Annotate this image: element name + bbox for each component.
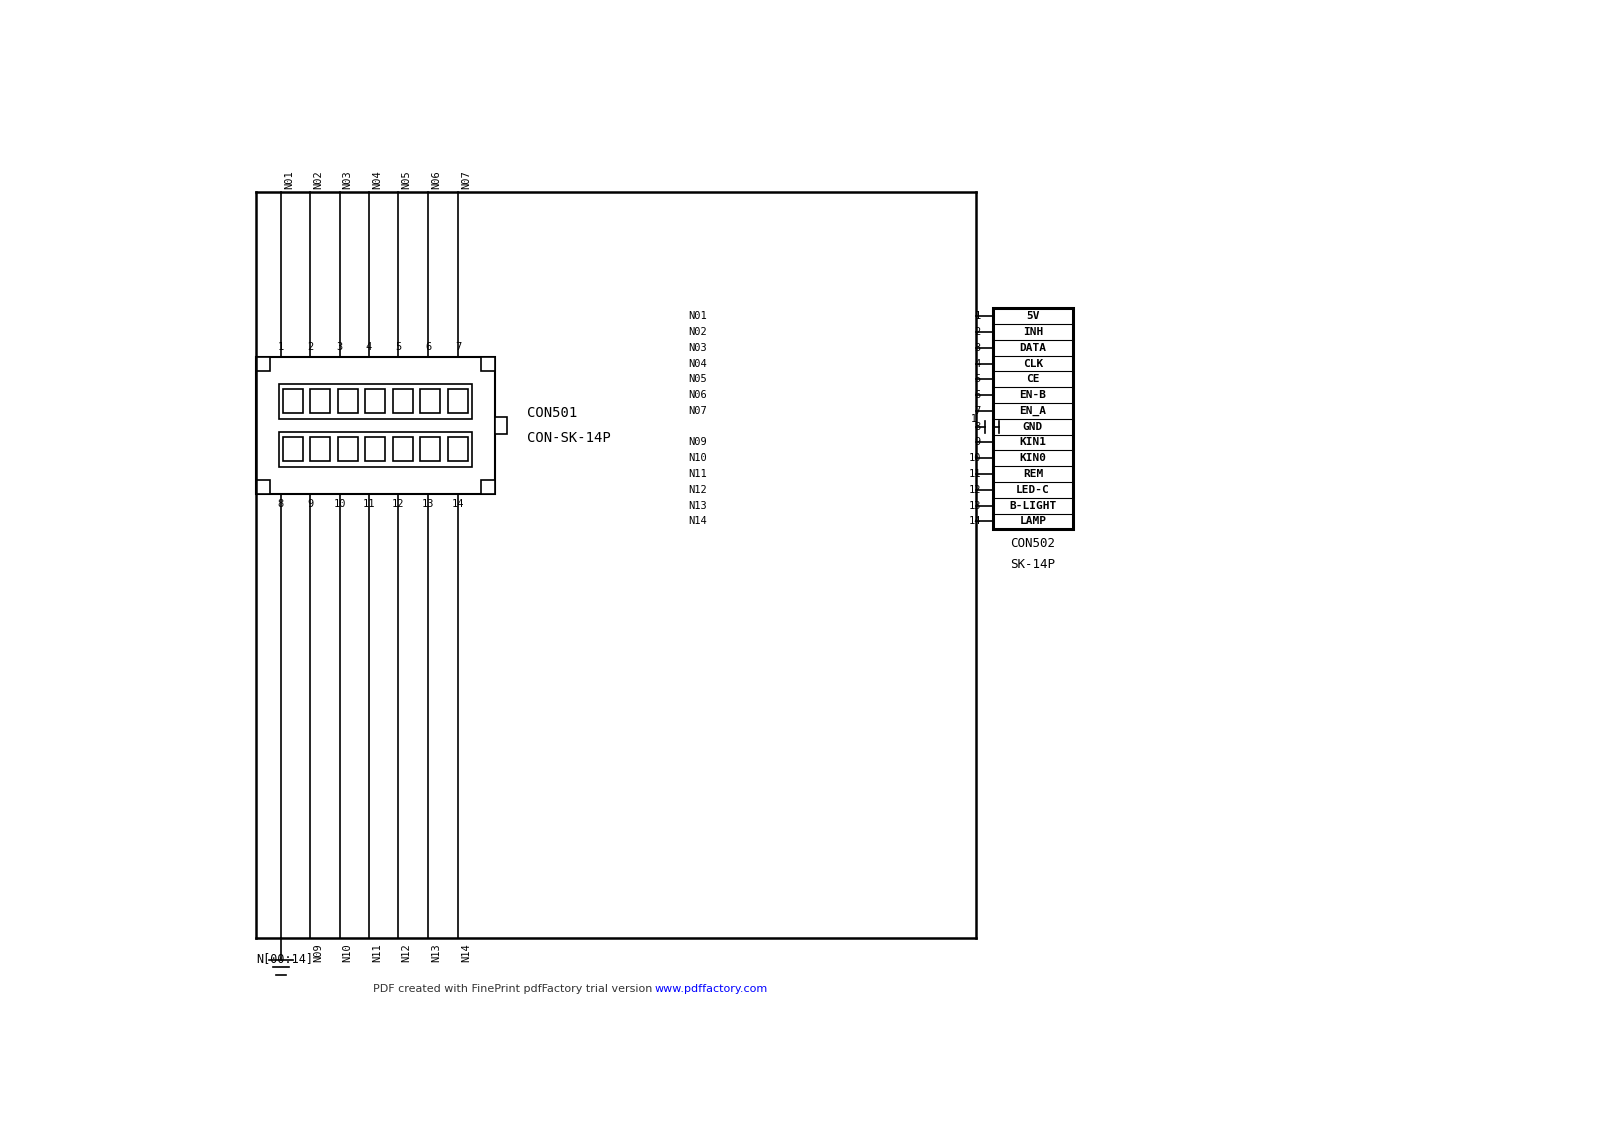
- Bar: [338, 388, 358, 413]
- Text: N06: N06: [430, 170, 442, 189]
- Text: 8: 8: [974, 422, 981, 431]
- Text: 7: 7: [454, 342, 461, 352]
- Text: CON502
SK-14P: CON502 SK-14P: [1010, 537, 1054, 571]
- Text: N06: N06: [688, 391, 707, 400]
- Text: www.pdffactory.com: www.pdffactory.com: [654, 984, 768, 994]
- Text: 3: 3: [974, 343, 981, 353]
- Text: N10: N10: [688, 453, 707, 463]
- Text: N11: N11: [371, 943, 382, 961]
- Bar: [256, 480, 270, 494]
- Text: 10: 10: [968, 453, 981, 463]
- Bar: [280, 431, 472, 466]
- Text: N05: N05: [688, 375, 707, 385]
- Text: 9: 9: [307, 498, 314, 508]
- Bar: [448, 388, 467, 413]
- Text: N09: N09: [314, 943, 323, 961]
- Bar: [365, 388, 386, 413]
- Bar: [448, 437, 467, 461]
- Text: N05: N05: [402, 170, 411, 189]
- Text: 4: 4: [366, 342, 371, 352]
- Bar: [392, 388, 413, 413]
- Bar: [310, 388, 330, 413]
- Text: 6: 6: [974, 391, 981, 400]
- Text: N11: N11: [688, 469, 707, 479]
- Text: GND: GND: [1022, 422, 1043, 431]
- Bar: [256, 357, 270, 370]
- Text: 12: 12: [392, 498, 405, 508]
- Text: 1: 1: [974, 311, 981, 321]
- Text: N13: N13: [688, 500, 707, 511]
- Text: 11: 11: [968, 469, 981, 479]
- Text: 2: 2: [307, 342, 314, 352]
- Bar: [421, 437, 440, 461]
- Text: N03: N03: [342, 170, 352, 189]
- Text: 14: 14: [451, 498, 464, 508]
- Bar: [392, 437, 413, 461]
- Bar: [482, 357, 494, 370]
- Text: 8: 8: [278, 498, 285, 508]
- Text: 11: 11: [363, 498, 374, 508]
- Text: PDF created with FinePrint pdfFactory trial version: PDF created with FinePrint pdfFactory tr…: [373, 984, 653, 994]
- Text: 4: 4: [974, 359, 981, 369]
- Bar: [256, 357, 494, 494]
- Text: N07: N07: [461, 170, 470, 189]
- Text: EN-B: EN-B: [1019, 391, 1046, 400]
- Text: 9: 9: [974, 437, 981, 447]
- Text: 14: 14: [968, 516, 981, 526]
- Text: 5: 5: [395, 342, 402, 352]
- Text: N09: N09: [688, 437, 707, 447]
- Text: 13: 13: [968, 500, 981, 511]
- Text: LAMP: LAMP: [1019, 516, 1046, 526]
- Text: B-LIGHT: B-LIGHT: [1010, 500, 1056, 511]
- Bar: [365, 437, 386, 461]
- Bar: [283, 388, 302, 413]
- Text: 1: 1: [971, 414, 976, 424]
- Text: N04: N04: [371, 170, 382, 189]
- Text: N13: N13: [430, 943, 442, 961]
- Bar: [494, 417, 507, 434]
- Text: 13: 13: [422, 498, 434, 508]
- Text: N04: N04: [688, 359, 707, 369]
- Bar: [338, 437, 358, 461]
- Text: CE: CE: [1026, 375, 1040, 385]
- Text: N01: N01: [285, 170, 294, 189]
- Text: LED-C: LED-C: [1016, 484, 1050, 495]
- Text: 5V: 5V: [1026, 311, 1040, 321]
- Text: 6: 6: [426, 342, 430, 352]
- Text: N14: N14: [688, 516, 707, 526]
- Text: N02: N02: [688, 327, 707, 337]
- Text: N[00:14]: N[00:14]: [256, 952, 314, 966]
- Text: CLK: CLK: [1022, 359, 1043, 369]
- Text: 3: 3: [336, 342, 342, 352]
- Text: DATA: DATA: [1019, 343, 1046, 353]
- Text: 7: 7: [974, 406, 981, 415]
- Text: 1: 1: [278, 342, 285, 352]
- Bar: [280, 384, 472, 419]
- Text: N03: N03: [688, 343, 707, 353]
- Text: N14: N14: [461, 943, 470, 961]
- Text: N10: N10: [342, 943, 352, 961]
- Text: 10: 10: [333, 498, 346, 508]
- Text: 12: 12: [968, 484, 981, 495]
- Text: KIN1: KIN1: [1019, 437, 1046, 447]
- Text: N02: N02: [314, 170, 323, 189]
- Text: EN_A: EN_A: [1019, 405, 1046, 417]
- Text: KIN0: KIN0: [1019, 453, 1046, 463]
- Text: INH: INH: [1022, 327, 1043, 337]
- Text: N12: N12: [688, 484, 707, 495]
- Text: N01: N01: [688, 311, 707, 321]
- Bar: [421, 388, 440, 413]
- Text: N12: N12: [402, 943, 411, 961]
- Bar: [482, 480, 494, 494]
- Bar: [310, 437, 330, 461]
- Text: REM: REM: [1022, 469, 1043, 479]
- Bar: [994, 308, 1072, 530]
- Text: 2: 2: [974, 327, 981, 337]
- Text: 5: 5: [974, 375, 981, 385]
- Text: N07: N07: [688, 406, 707, 415]
- Bar: [283, 437, 302, 461]
- Text: CON501
CON-SK-14P: CON501 CON-SK-14P: [528, 406, 611, 445]
